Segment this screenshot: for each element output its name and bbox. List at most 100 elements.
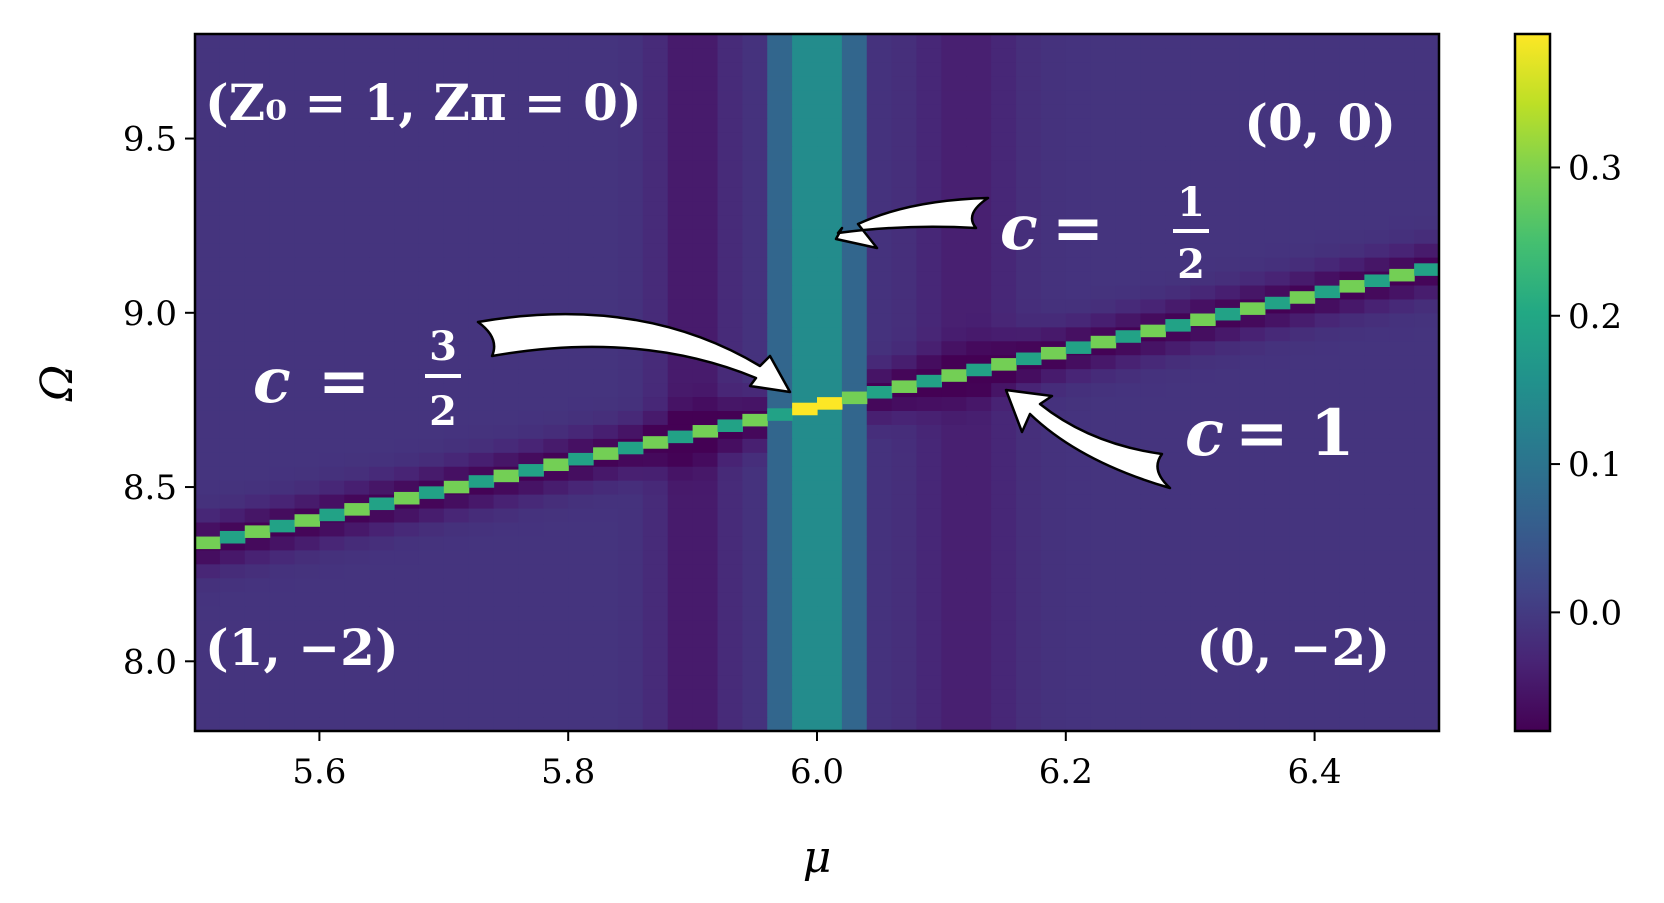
heatmap-cell	[1190, 591, 1216, 607]
heatmap-cell	[1115, 89, 1142, 105]
heatmap-cell	[1090, 215, 1117, 230]
diagonal-line-cell	[1264, 296, 1291, 310]
heatmap-cell	[443, 103, 470, 119]
heatmap-cell	[642, 61, 669, 77]
heatmap-cell	[394, 661, 420, 676]
heatmap-cell	[1190, 452, 1216, 467]
heatmap-cell	[1389, 382, 1415, 398]
heatmap-cell	[418, 159, 445, 174]
heatmap-cell	[269, 549, 296, 565]
heatmap-cell	[966, 717, 992, 731]
heatmap-cell	[1165, 452, 1191, 467]
colorbar-tick-label: 0.2	[1568, 297, 1622, 337]
heatmap-cell	[817, 535, 843, 551]
heatmap-cell	[1289, 326, 1316, 342]
heatmap-cell	[294, 61, 320, 77]
heatmap-cell	[817, 89, 843, 105]
heatmap-cell	[1314, 535, 1341, 551]
heatmap-cell	[1115, 201, 1142, 216]
heatmap-cell	[1165, 145, 1191, 161]
heatmap-cell	[667, 368, 694, 384]
heatmap-cell	[1115, 396, 1142, 411]
heatmap-cell	[717, 75, 743, 91]
heatmap-cell	[1090, 187, 1117, 202]
heatmap-cell	[443, 159, 470, 174]
heatmap-cell	[543, 703, 569, 718]
heatmap-cell	[1090, 368, 1117, 384]
heatmap-cell	[866, 103, 893, 119]
diagonal-line-cell	[817, 397, 843, 410]
heatmap-cell	[617, 591, 644, 607]
heatmap-cell	[817, 284, 843, 300]
heatmap-cell	[617, 368, 644, 384]
heatmap-cell	[418, 647, 445, 662]
heatmap-cell	[1364, 675, 1390, 690]
heatmap-cell	[916, 173, 942, 188]
heatmap-cell	[742, 201, 768, 216]
heatmap-cell	[1289, 382, 1316, 398]
heatmap-cell	[344, 131, 370, 147]
heatmap-cell	[468, 563, 495, 579]
heatmap-cell	[792, 75, 818, 91]
heatmap-cell	[1065, 563, 1092, 579]
x-tick-label: 6.0	[790, 752, 844, 792]
heatmap-cell	[1289, 494, 1316, 509]
heatmap-cell	[1264, 563, 1291, 579]
heatmap-cell	[219, 298, 246, 314]
heatmap-cell	[642, 689, 669, 704]
heatmap-cell	[1364, 340, 1390, 356]
heatmap-cell	[1239, 229, 1266, 244]
heatmap-cell	[1190, 675, 1216, 690]
heatmap-cell	[991, 187, 1017, 202]
heatmap-cell	[344, 229, 370, 244]
heatmap-cell	[866, 521, 893, 537]
heatmap-cell	[1065, 466, 1092, 481]
heatmap-cell	[443, 507, 470, 523]
heatmap-cell	[369, 145, 395, 161]
heatmap-cell	[941, 521, 967, 537]
heatmap-cell	[667, 410, 694, 425]
heatmap-cell	[1314, 605, 1341, 621]
heatmap-cell	[394, 521, 420, 537]
diagonal-line-cell	[891, 380, 918, 393]
heatmap-cell	[1165, 591, 1191, 607]
heatmap-cell	[642, 647, 669, 662]
heatmap-cell	[394, 717, 420, 731]
heatmap-cell	[916, 507, 942, 523]
heatmap-cell	[841, 717, 868, 731]
heatmap-cell	[518, 257, 544, 272]
heatmap-cell	[294, 438, 320, 453]
heatmap-cell	[1016, 201, 1042, 216]
heatmap-cell	[443, 75, 470, 91]
heatmap-cell	[219, 703, 246, 718]
heatmap-cell	[617, 577, 644, 593]
heatmap-cell	[941, 61, 967, 77]
heatmap-cell	[1065, 47, 1092, 63]
heatmap-cell	[319, 298, 345, 314]
heatmap-cell	[269, 466, 296, 481]
heatmap-cell	[1190, 368, 1216, 384]
heatmap-cell	[767, 480, 793, 495]
heatmap-cell	[1239, 117, 1266, 133]
diagonal-line-cell	[294, 514, 320, 527]
heatmap-cell	[1065, 675, 1092, 690]
heatmap-cell	[269, 47, 296, 63]
heatmap-cell	[1016, 173, 1042, 188]
heatmap-cell	[1264, 717, 1291, 731]
heatmap-cell	[1239, 466, 1266, 481]
heatmap-cell	[1414, 61, 1439, 77]
heatmap-cell	[1389, 145, 1415, 161]
heatmap-cell	[1090, 117, 1117, 133]
heatmap-cell	[642, 591, 669, 607]
heatmap-cell	[568, 131, 594, 147]
heatmap-cell	[916, 298, 942, 314]
heatmap-cell	[817, 438, 843, 453]
heatmap-cell	[593, 563, 619, 579]
heatmap-cell	[369, 410, 395, 425]
heatmap-cell	[468, 173, 495, 188]
heatmap-cell	[1314, 173, 1341, 188]
heatmap-cell	[543, 61, 569, 77]
heatmap-cell	[1364, 661, 1390, 676]
heatmap-cell	[792, 661, 818, 676]
heatmap-cell	[841, 298, 868, 314]
